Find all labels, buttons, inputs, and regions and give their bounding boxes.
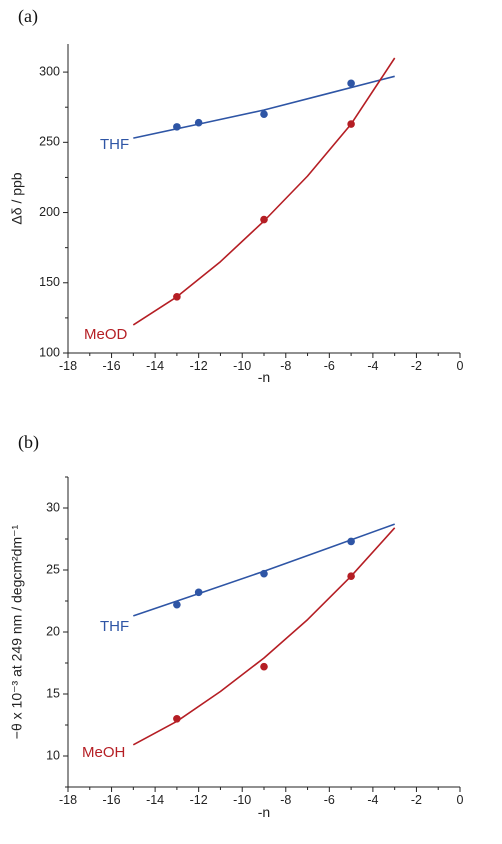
- x-axis-title: -n: [258, 804, 270, 820]
- series-thf: THF: [100, 75, 395, 153]
- panel-label: (a): [18, 6, 38, 27]
- x-tick-label: -16: [103, 793, 121, 807]
- x-tick-label: -18: [59, 793, 77, 807]
- x-tick-label: 0: [457, 793, 464, 807]
- x-tick-label: -4: [367, 793, 378, 807]
- data-point: [347, 79, 355, 88]
- series-label-thf: THF: [100, 618, 129, 635]
- y-tick-label: 150: [39, 275, 60, 289]
- x-tick-label: -8: [280, 793, 291, 807]
- data-point: [260, 215, 268, 224]
- y-tick-label: 250: [39, 135, 60, 149]
- x-tick-label: -18: [59, 359, 77, 373]
- y-tick-label: 200: [39, 205, 60, 219]
- y-axis-title: Δδ / ppb: [9, 172, 25, 224]
- x-tick-label: -6: [324, 359, 335, 373]
- series-label-meod: MeOD: [84, 326, 128, 343]
- y-tick-label: 300: [39, 64, 60, 78]
- data-point: [173, 293, 181, 301]
- fit-line-meoh: [132, 527, 396, 746]
- y-tick-label: 30: [46, 500, 60, 514]
- x-tick-label: -10: [233, 359, 251, 373]
- data-point: [260, 569, 268, 578]
- series-thf: THF: [100, 523, 395, 635]
- x-tick-label: -2: [411, 359, 422, 373]
- x-tick-label: -14: [146, 359, 164, 373]
- x-tick-label: -12: [190, 359, 208, 373]
- x-axis-title: -n: [258, 369, 270, 385]
- y-tick-label: 15: [46, 686, 60, 700]
- data-point: [347, 537, 355, 546]
- y-tick-label: 100: [39, 345, 60, 359]
- x-tick-label: -12: [190, 793, 208, 807]
- fit-line-thf: [133, 75, 395, 139]
- panel-label: (b): [18, 432, 39, 453]
- chart-panel-a: (a) -18 -16 -14 -12 -10 -8 -6 -4 -2 0 100 150 200 250 3…: [9, 6, 464, 385]
- y-tick-label: 25: [46, 562, 60, 576]
- series-label-thf: THF: [100, 136, 129, 153]
- data-point: [173, 123, 181, 131]
- data-point: [260, 662, 268, 671]
- data-point: [173, 715, 181, 723]
- data-point: [194, 588, 203, 597]
- x-tick-label: -8: [280, 359, 291, 373]
- x-tick-label: 0: [457, 359, 464, 373]
- data-point: [347, 120, 355, 128]
- x-tick-label: -14: [146, 793, 164, 807]
- y-tick-label: 20: [46, 624, 60, 638]
- y-tick-label: 10: [46, 748, 60, 762]
- fit-line-meod: [132, 57, 396, 326]
- series-meod: MeOD: [84, 57, 396, 343]
- x-tick-label: -16: [103, 359, 121, 373]
- x-tick-label: -2: [411, 793, 422, 807]
- x-tick-label: -10: [233, 793, 251, 807]
- chart-panel-b: (b) -18 -16 -14 -12 -10 -8 -6 -4 -2 0 10 15 20 25 30 -n −…: [9, 432, 464, 820]
- y-axis-title: −θ x 10⁻³ at 249 nm / degcm²dm⁻¹: [9, 524, 25, 739]
- series-meoh: MeOH: [82, 527, 396, 761]
- data-point: [173, 600, 181, 609]
- series-label-meoh: MeOH: [82, 744, 125, 761]
- data-point: [194, 118, 203, 127]
- x-tick-label: -6: [324, 793, 335, 807]
- x-tick-label: -4: [367, 359, 378, 373]
- data-point: [260, 110, 268, 119]
- data-point: [347, 572, 355, 580]
